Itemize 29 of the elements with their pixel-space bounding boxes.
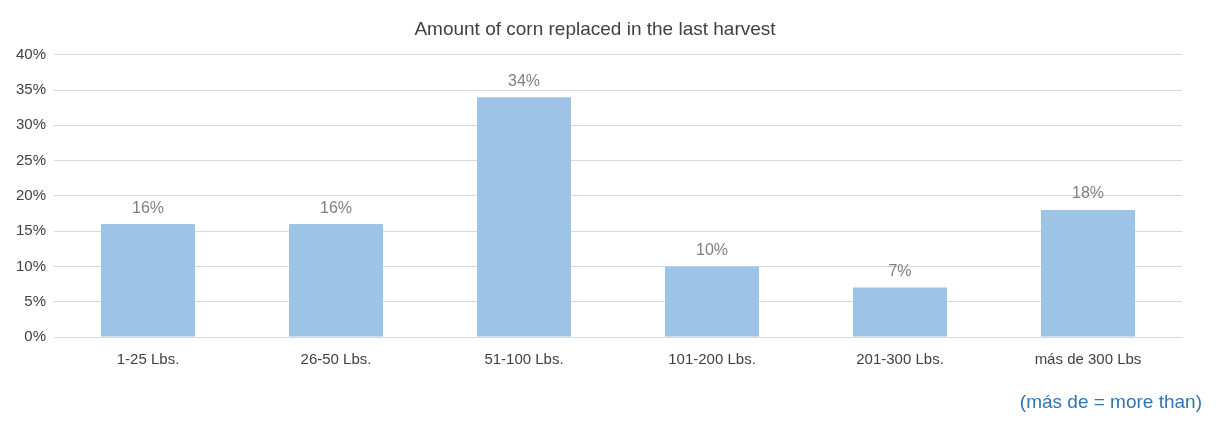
chart-title: Amount of corn replaced in the last harvest xyxy=(414,17,777,39)
bar xyxy=(1041,210,1135,337)
bar xyxy=(853,287,948,337)
x-tick-label: 51-100 Lbs. xyxy=(484,350,564,368)
x-tick-label: 201-300 Lbs. xyxy=(856,350,944,368)
bar xyxy=(289,224,384,337)
data-label: 16% xyxy=(132,198,165,216)
y-tick-label: 35% xyxy=(15,80,47,98)
y-tick-label: 15% xyxy=(15,221,47,239)
text: (más de = more than) xyxy=(1018,391,1203,413)
x-tick-label: 26-50 Lbs. xyxy=(300,350,372,368)
x-tick-label: 101-200 Lbs. xyxy=(668,350,756,368)
data-label: 7% xyxy=(888,262,912,280)
y-tick-label: 0% xyxy=(24,327,47,345)
bar xyxy=(101,224,196,337)
x-tick-label: más de 300 Lbs xyxy=(1034,350,1142,368)
x-tick-label: 1-25 Lbs. xyxy=(116,350,180,368)
data-label: 16% xyxy=(320,198,353,216)
data-label: 10% xyxy=(695,240,729,258)
bar xyxy=(665,266,760,337)
y-tick-label: 20% xyxy=(15,186,47,204)
y-tick-label: 40% xyxy=(15,44,47,62)
bar xyxy=(477,97,572,337)
data-label: 18% xyxy=(1071,184,1105,202)
y-tick-label: 5% xyxy=(24,291,47,309)
data-label: 34% xyxy=(508,71,541,89)
y-tick-label: 10% xyxy=(15,256,47,274)
y-tick-label: 25% xyxy=(15,150,47,168)
y-tick-label: 30% xyxy=(15,115,47,133)
